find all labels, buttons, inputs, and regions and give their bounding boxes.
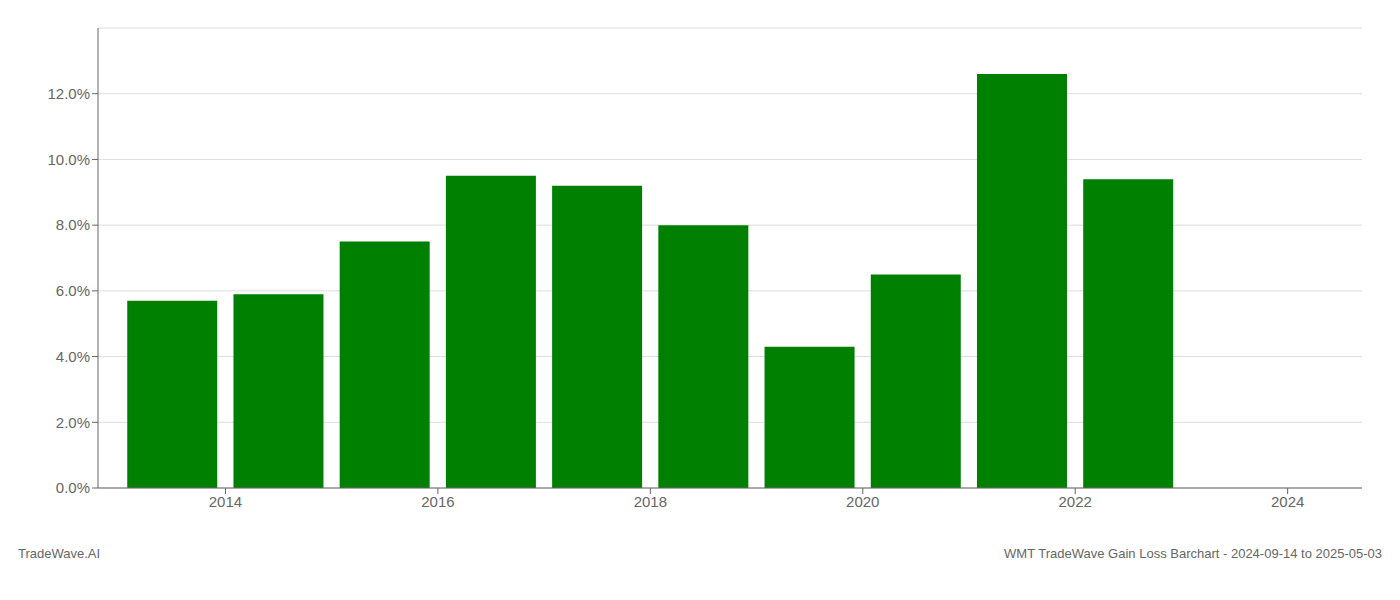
svg-text:8.0%: 8.0% xyxy=(56,216,90,233)
svg-text:10.0%: 10.0% xyxy=(47,151,90,168)
svg-text:0.0%: 0.0% xyxy=(56,479,90,496)
html-text:WMT TradeWave Gain Loss Barcha: WMT TradeWave Gain Loss Barchart - 2024-… xyxy=(1004,546,1382,561)
svg-text:2020: 2020 xyxy=(846,493,879,510)
svg-text:2018: 2018 xyxy=(634,493,667,510)
svg-text:2014: 2014 xyxy=(209,493,242,510)
svg-text:2016: 2016 xyxy=(421,493,454,510)
html-text:TradeWave.AI: TradeWave.AI xyxy=(18,546,101,561)
svg-text:12.0%: 12.0% xyxy=(47,85,90,102)
svg-text:4.0%: 4.0% xyxy=(56,348,90,365)
svg-text:2.0%: 2.0% xyxy=(56,414,90,431)
svg-text:2022: 2022 xyxy=(1059,493,1092,510)
svg-text:2024: 2024 xyxy=(1271,493,1304,510)
svg-text:6.0%: 6.0% xyxy=(56,282,90,299)
